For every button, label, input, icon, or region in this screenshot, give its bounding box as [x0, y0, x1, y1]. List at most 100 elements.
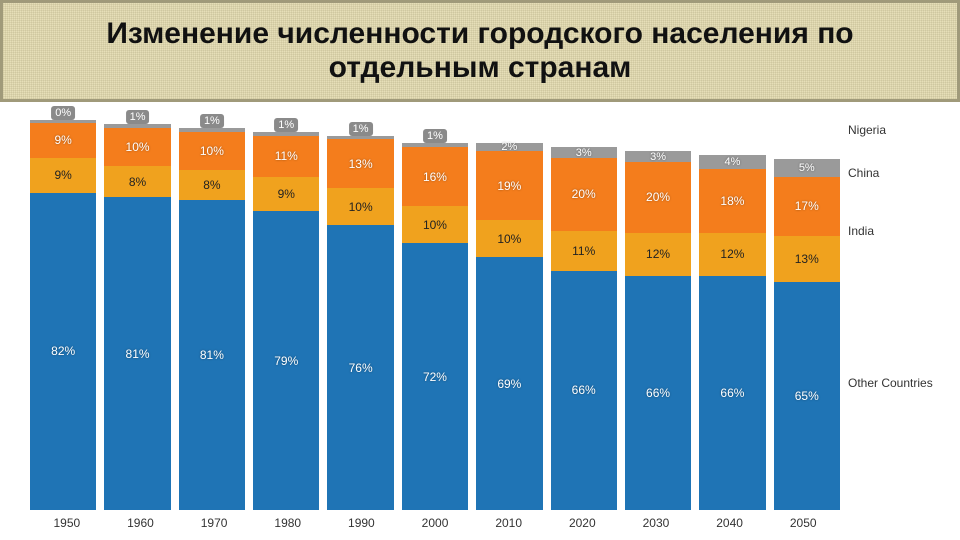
- x-tick: 1970: [181, 516, 247, 530]
- segment-value-label: 69%: [497, 377, 521, 391]
- bar-segment-china: 18%: [699, 169, 765, 233]
- bar-segment-nigeria: 5%: [774, 159, 840, 177]
- bar-segment-other: 66%: [625, 276, 691, 510]
- x-tick: 1980: [255, 516, 321, 530]
- bar-segment-other: 79%: [253, 211, 319, 510]
- bar-segment-other: 66%: [551, 271, 617, 510]
- bar-segment-china: 9%: [30, 123, 96, 158]
- segment-value-label: 0%: [51, 106, 75, 120]
- segment-value-label: 19%: [497, 179, 521, 193]
- segment-value-label: 1%: [274, 118, 298, 132]
- segment-value-label: 1%: [126, 110, 150, 124]
- bar-column: 3% 20% 11% 66%: [551, 147, 617, 510]
- bar-segment-india: 11%: [551, 231, 617, 271]
- segment-value-label: 11%: [275, 149, 298, 163]
- bar-segment-other: 66%: [699, 276, 765, 510]
- segment-value-label: 79%: [274, 354, 298, 368]
- x-tick: 2020: [549, 516, 615, 530]
- bar-column: 3% 20% 12%66%: [625, 151, 691, 510]
- segment-value-label: 12%: [720, 247, 744, 261]
- segment-value-label: 10%: [200, 144, 224, 158]
- bar-segment-other: 65%: [774, 282, 840, 510]
- bar-segment-india: 12%: [625, 233, 691, 276]
- segment-value-label: 1%: [349, 122, 373, 136]
- bar-segment-india: 10%: [476, 220, 542, 257]
- bar-segment-nigeria: 2%: [476, 143, 542, 150]
- bar-segment-china: 20%: [625, 162, 691, 233]
- segment-value-label: 17%: [795, 199, 819, 213]
- chart-area: 0% 9% 9% 82% 1% 10% 8% 81% 1% 10% 8% 81% 1% 11% 9% 79% 1…: [0, 102, 960, 540]
- bar-segment-china: 17%: [774, 177, 840, 237]
- x-tick: 2000: [402, 516, 468, 530]
- bar-segment-india: 8%: [179, 170, 245, 201]
- bar-segment-india: 10%: [402, 206, 468, 243]
- bar-segment-other: 69%: [476, 257, 542, 510]
- segment-value-label: 13%: [795, 252, 819, 266]
- x-tick: 1990: [329, 516, 395, 530]
- bar-segment-india: 10%: [327, 188, 393, 225]
- segment-value-label: 72%: [423, 370, 447, 384]
- segment-value-label: 11%: [572, 244, 595, 258]
- segment-value-label: 20%: [572, 187, 596, 201]
- page-title: Изменение численности городского населен…: [23, 17, 937, 86]
- bar-segment-china: 10%: [179, 132, 245, 170]
- legend: NigeriaChinaIndiaOther Countries: [840, 120, 950, 510]
- bar-segment-nigeria: 4%: [699, 155, 765, 169]
- segment-value-label: 18%: [720, 194, 744, 208]
- bar-column: 1%10%8%81%: [179, 128, 245, 510]
- segment-value-label: 65%: [795, 389, 819, 403]
- slide: Изменение численности городского населен…: [0, 0, 960, 540]
- segment-value-label: 10%: [423, 218, 447, 232]
- x-tick: 2030: [623, 516, 689, 530]
- segment-value-label: 10%: [349, 200, 373, 214]
- bar-segment-other: 82%: [30, 193, 96, 510]
- segment-value-label: 1%: [200, 114, 224, 128]
- bar-segment-china: 19%: [476, 151, 542, 221]
- title-band: Изменение численности городского населен…: [0, 0, 960, 102]
- bar-column: 1%11%9%79%: [253, 132, 319, 510]
- segment-value-label: 1%: [423, 129, 447, 143]
- segment-value-label: 82%: [51, 344, 75, 358]
- bar-segment-china: 16%: [402, 147, 468, 206]
- segment-value-label: 3%: [576, 147, 592, 159]
- bar-segment-china: 20%: [551, 158, 617, 231]
- x-tick: 1950: [34, 516, 100, 530]
- bar-column: 1%10%8%81%: [104, 124, 170, 510]
- segment-value-label: 76%: [349, 361, 373, 375]
- bar-segment-other: 72%: [402, 243, 468, 510]
- bar-column: 5% 17% 13% 65%: [774, 159, 840, 510]
- bar-segment-india: 12%: [699, 233, 765, 276]
- segment-value-label: 20%: [646, 190, 670, 204]
- bar-segment-china: 10%: [104, 128, 170, 167]
- bar-column: 1%16%10%72%: [402, 140, 468, 511]
- bars-container: 0%9%9%82%1%10%8%81%1%10%8%81%1%11%9%79%1…: [30, 120, 840, 510]
- bar-column: 4% 18% 12% 66%: [699, 155, 765, 510]
- bar-segment-other: 76%: [327, 225, 393, 510]
- x-tick: 2050: [770, 516, 836, 530]
- bar-segment-india: 8%: [104, 166, 170, 197]
- bar-segment-india: 9%: [30, 158, 96, 193]
- legend-item-other: Other Countries: [848, 376, 933, 390]
- x-tick: 1960: [108, 516, 174, 530]
- segment-value-label: 81%: [126, 347, 150, 361]
- legend-item-india: India: [848, 224, 874, 238]
- segment-value-label: 3%: [650, 151, 666, 163]
- segment-value-label: 13%: [349, 157, 373, 171]
- segment-value-label: 10%: [497, 232, 521, 246]
- x-axis: 1950 1960 1970 1980 1990 2000 2010 2020 2030 2040…: [30, 516, 950, 530]
- x-tick: 2040: [697, 516, 763, 530]
- segment-value-label: 81%: [200, 348, 224, 362]
- x-tick: 2010: [476, 516, 542, 530]
- bar-segment-china: 13%: [327, 139, 393, 188]
- segment-value-label: 9%: [278, 187, 295, 201]
- segment-value-label: 4%: [724, 156, 740, 168]
- bar-column: 0%9%9%82%: [30, 120, 96, 510]
- plot: 0%9%9%82%1%10%8%81%1%10%8%81%1%11%9%79%1…: [30, 120, 950, 510]
- segment-value-label: 8%: [129, 175, 146, 189]
- segment-value-label: 9%: [55, 133, 72, 147]
- bar-column: 1%13%10%76%: [327, 136, 393, 510]
- segment-value-label: 5%: [799, 162, 815, 174]
- bar-segment-nigeria: 3%: [551, 147, 617, 158]
- segment-value-label: 66%: [720, 386, 744, 400]
- bar-column: 2% 19% 10% 69%: [476, 143, 542, 510]
